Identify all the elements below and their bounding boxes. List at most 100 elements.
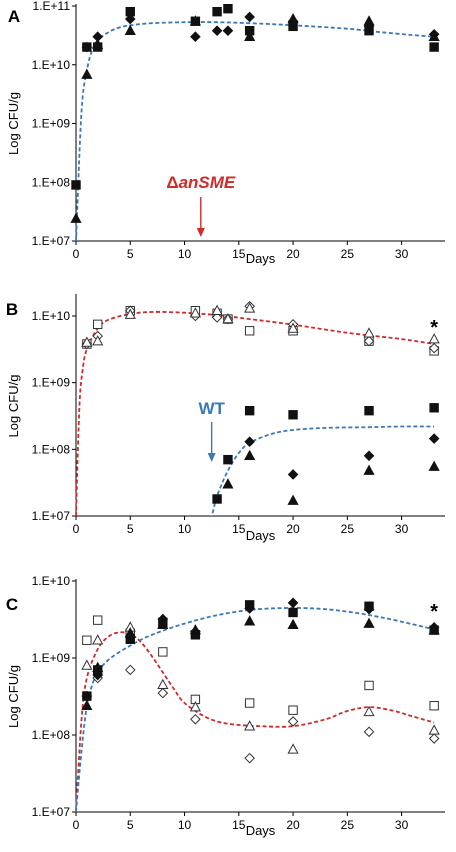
filled-diamond-point <box>211 25 223 36</box>
significance-asterisk: * <box>430 317 438 339</box>
open-square-point <box>93 615 103 625</box>
x-tick-label: 5 <box>127 247 134 261</box>
x-tick-label: 10 <box>178 522 192 536</box>
open-square-point <box>158 647 168 657</box>
filled-diamond-point <box>363 450 375 462</box>
x-tick-label: 0 <box>73 522 80 536</box>
open-triangle-point <box>222 313 234 324</box>
annotation-delta: Δ <box>166 173 178 192</box>
significance-asterisk: * <box>430 601 438 623</box>
open-diamond-point <box>428 733 440 744</box>
filled-triangle-point <box>363 464 375 475</box>
open-triangle-point <box>157 678 169 689</box>
open-triangle-point <box>92 634 104 645</box>
x-tick-label: 15 <box>232 247 246 261</box>
filled-diamond-point <box>244 603 255 614</box>
x-tick-label: 20 <box>286 247 300 261</box>
x-tick-label: 30 <box>395 247 409 261</box>
filled-triangle-point <box>189 624 201 635</box>
filled-diamond-point <box>81 41 93 53</box>
y-tick-label: 1.E+07 <box>32 805 71 819</box>
y-tick-label: 1.E+07 <box>32 509 71 523</box>
open-triangle-point <box>244 720 256 731</box>
open-triangle-point <box>363 705 375 717</box>
filled-square-point <box>288 607 298 618</box>
x-tick-label: 10 <box>178 247 192 261</box>
open-diamond-point <box>244 752 255 764</box>
open-diamond-point <box>211 312 223 323</box>
open-triangle-point <box>428 724 440 735</box>
filled-triangle-point <box>287 12 299 24</box>
open-triangle-point <box>81 336 93 347</box>
filled-square-point <box>223 3 233 14</box>
filled-triangle-point <box>81 699 93 710</box>
chart-panel-b: B 1.E+07 1.E+08 1.E+09 1.E+10 0 5 10 15 20 25 30 Day… <box>6 294 445 543</box>
open-square-point <box>364 680 374 691</box>
x-tick-label: 25 <box>341 818 355 832</box>
annotation-arrow-head <box>196 228 205 237</box>
open-triangle-point <box>211 304 223 315</box>
open-triangle-point <box>189 701 201 712</box>
open-square-point <box>93 319 103 330</box>
x-axis-label: Days <box>246 823 276 838</box>
filled-square-point <box>429 403 439 413</box>
filled-triangle-point <box>124 24 136 35</box>
y-tick-label: 1.E+09 <box>32 376 71 390</box>
filled-square-point <box>212 6 222 17</box>
filled-triangle-point <box>363 15 375 26</box>
y-tick-label: 1.E+07 <box>32 234 71 248</box>
x-tick-label: 5 <box>127 818 134 832</box>
annotation-label: ΔanSME <box>166 173 236 192</box>
filled-triangle-point <box>428 460 440 471</box>
filled-diamond-point <box>363 603 375 615</box>
x-tick-label: 15 <box>232 522 246 536</box>
fit-curve-blue <box>210 425 435 516</box>
open-diamond-point <box>287 716 299 727</box>
y-tick-label: 1.E+08 <box>32 175 71 189</box>
filled-triangle-point <box>287 618 299 630</box>
open-triangle-point <box>124 308 136 319</box>
filled-triangle-point <box>428 624 440 635</box>
open-square-point <box>244 326 255 336</box>
fit-curve-blue <box>75 607 435 812</box>
annotation-label: WT <box>198 399 225 418</box>
x-axis-label: Days <box>246 528 276 543</box>
filled-square-point <box>364 405 374 416</box>
x-tick-label: 30 <box>395 522 409 536</box>
open-triangle-point <box>428 333 440 344</box>
panel-label: A <box>8 7 20 26</box>
filled-triangle-point <box>92 661 104 672</box>
y-tick-label: 1.E+10 <box>32 58 71 72</box>
open-triangle-point <box>81 659 93 670</box>
open-diamond-point <box>363 726 375 738</box>
open-diamond-point <box>428 342 440 354</box>
x-axis-label: Days <box>246 251 276 266</box>
x-tick-label: 5 <box>127 522 134 536</box>
filled-triangle-point <box>222 478 234 489</box>
y-tick-label: 1.E+09 <box>32 117 71 131</box>
x-tick-label: 25 <box>341 522 355 536</box>
y-tick-label: 1.E+08 <box>32 442 71 456</box>
filled-square-point <box>288 410 298 420</box>
filled-triangle-point <box>428 30 440 41</box>
filled-diamond-point <box>287 469 299 480</box>
filled-diamond-point <box>244 436 255 448</box>
y-axis-label: Log CFU/g <box>6 92 21 155</box>
filled-diamond-point <box>428 433 440 444</box>
x-tick-label: 20 <box>286 522 300 536</box>
filled-square-point <box>223 454 233 465</box>
x-tick-label: 0 <box>73 818 80 832</box>
filled-triangle-point <box>244 449 256 461</box>
filled-triangle-point <box>244 30 256 41</box>
y-tick-label: 1.E+11 <box>33 0 71 13</box>
annotation-gene: anSME <box>179 173 236 192</box>
x-tick-label: 30 <box>395 818 409 832</box>
filled-triangle-point <box>189 15 201 26</box>
y-tick-label: 1.E+10 <box>32 574 71 588</box>
open-triangle-point <box>287 322 299 333</box>
chart-panel-a: A 1.E+07 1.E+08 1.E+09 1.E+10 1.E+11 0 5 10 15 20 2… <box>6 0 445 266</box>
filled-square-point <box>212 494 222 504</box>
open-triangle-point <box>363 327 375 338</box>
filled-square-point <box>71 180 81 190</box>
